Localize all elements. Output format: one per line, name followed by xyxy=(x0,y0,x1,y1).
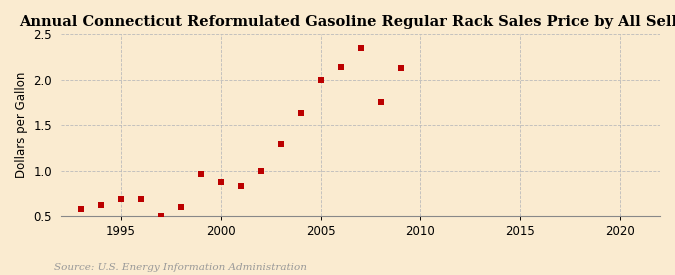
Point xyxy=(176,205,186,209)
Text: Source: U.S. Energy Information Administration: Source: U.S. Energy Information Administ… xyxy=(54,263,307,272)
Title: Annual Connecticut Reformulated Gasoline Regular Rack Sales Price by All Sellers: Annual Connecticut Reformulated Gasoline… xyxy=(19,15,675,29)
Point xyxy=(275,142,286,146)
Point xyxy=(215,180,226,185)
Point xyxy=(355,46,366,50)
Y-axis label: Dollars per Gallon: Dollars per Gallon xyxy=(15,72,28,178)
Point xyxy=(296,111,306,116)
Point xyxy=(156,214,167,218)
Point xyxy=(395,66,406,70)
Point xyxy=(136,197,146,201)
Point xyxy=(375,100,386,105)
Point xyxy=(315,78,326,82)
Point xyxy=(196,172,207,176)
Point xyxy=(335,65,346,69)
Point xyxy=(115,197,126,201)
Point xyxy=(255,168,266,173)
Point xyxy=(236,184,246,188)
Point xyxy=(76,207,86,211)
Point xyxy=(96,203,107,207)
